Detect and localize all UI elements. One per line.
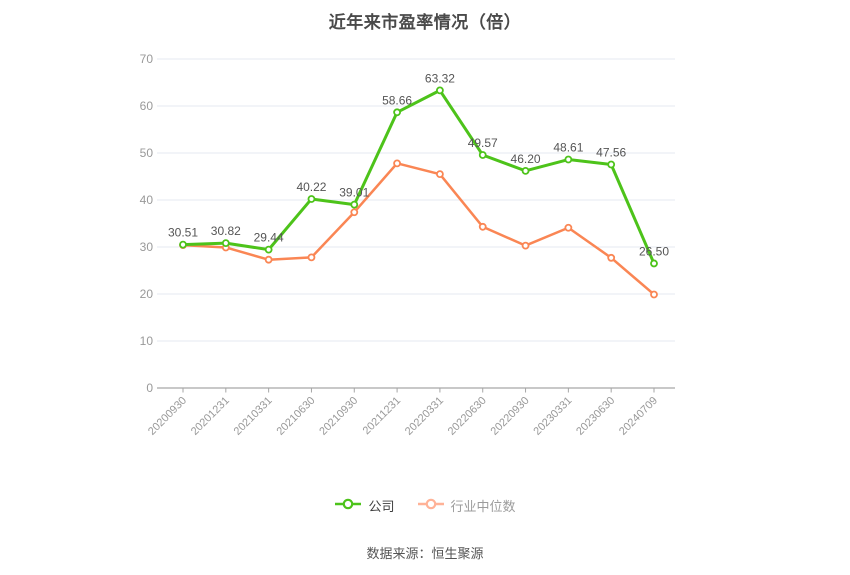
y-axis-tick-label: 10 (140, 334, 154, 348)
data-point-marker (521, 166, 530, 175)
data-point-marker (650, 290, 658, 299)
data-point-label: 30.51 (168, 226, 198, 240)
data-point-marker (393, 108, 401, 117)
data-point-marker (607, 253, 616, 262)
legend-label-industry-median: 行业中位数 (450, 499, 516, 514)
x-axis-tick-label: 20210630 (274, 395, 317, 438)
data-point-label: 30.82 (211, 224, 241, 238)
x-axis-tick-label: 20240709 (617, 395, 660, 438)
data-point-marker (650, 259, 658, 268)
data-point-label: 29.44 (254, 231, 284, 245)
data-point-marker (478, 222, 487, 231)
y-axis-tick-label: 40 (140, 193, 154, 207)
x-axis-tick-label: 20211231 (361, 395, 404, 438)
data-point-marker (264, 255, 273, 264)
data-point-marker (264, 245, 273, 254)
y-axis-tick-label: 20 (140, 287, 154, 301)
data-point-marker (350, 200, 359, 209)
data-point-marker (436, 86, 444, 95)
data-point-marker (221, 239, 230, 248)
legend-item-industry-median[interactable]: 行业中位数 (417, 496, 516, 515)
data-point-marker (307, 253, 316, 262)
data-point-label: 48.61 (553, 141, 583, 155)
data-point-label: 47.56 (596, 145, 626, 159)
series-line-industry-median (181, 162, 656, 296)
chart-legend: 公司 行业中位数 (0, 496, 850, 515)
data-source-note: 数据来源：恒生聚源 (366, 546, 484, 561)
data-point-marker (307, 195, 316, 203)
y-axis-tick-label: 0 (146, 381, 153, 395)
data-point-marker (607, 160, 616, 169)
x-axis-tick-label: 20230331 (531, 395, 574, 438)
data-point-marker (179, 240, 187, 249)
data-point-label: 58.66 (382, 93, 412, 107)
industry-median-series-legend-icon (417, 497, 445, 515)
x-axis-tick-label: 20230630 (574, 395, 617, 438)
y-axis-tick-label: 60 (140, 99, 154, 113)
data-point-label: 46.20 (511, 152, 541, 166)
data-point-marker (521, 241, 530, 250)
data-point-marker (564, 155, 573, 164)
company-series-legend-icon (334, 497, 362, 515)
data-point-label: 39.01 (339, 186, 369, 200)
data-point-label: 26.50 (639, 244, 669, 258)
legend-label-company: 公司 (368, 499, 395, 514)
data-point-label: 63.32 (425, 71, 455, 85)
data-point-marker (564, 223, 573, 232)
data-point-marker (350, 208, 359, 217)
y-axis-tick-label: 70 (140, 52, 154, 66)
x-axis-tick-label: 20210331 (232, 395, 275, 438)
data-point-marker (478, 151, 487, 159)
y-axis-tick-label: 30 (140, 240, 154, 254)
x-axis-tick-label: 20220331 (403, 395, 446, 438)
data-point-label: 40.22 (296, 180, 326, 194)
data-point-marker (393, 159, 401, 168)
legend-item-company[interactable]: 公司 (334, 496, 395, 515)
x-axis-tick-label: 20201231 (189, 395, 232, 438)
x-axis-tick-label: 20200930 (146, 395, 189, 438)
data-point-label: 49.57 (468, 136, 498, 150)
x-axis-tick-label: 20220630 (446, 395, 489, 438)
series-line-company (181, 88, 656, 265)
x-axis-tick-label: 20220930 (489, 395, 532, 438)
x-axis-tick-label: 20210930 (317, 395, 360, 438)
chart-title: 近年来市盈率情况（倍） (328, 13, 522, 32)
data-point-marker (436, 170, 444, 179)
y-axis-tick-label: 50 (140, 146, 154, 160)
